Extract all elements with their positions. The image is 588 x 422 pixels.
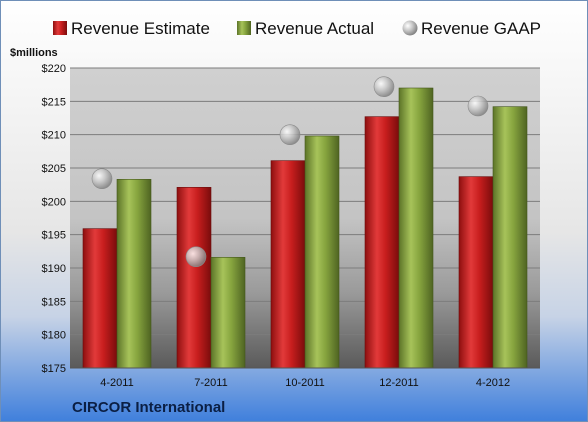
- y-tick-label: $185: [42, 296, 66, 308]
- revenue-gaap-marker: [279, 124, 301, 145]
- legend-swatch-estimate: [53, 21, 67, 35]
- y-tick-label: $205: [42, 163, 66, 175]
- x-tick-label: 7-2011: [194, 377, 227, 389]
- y-tick-label: $175: [42, 363, 66, 375]
- revenue-gaap-marker: [91, 168, 113, 189]
- revenue-actual-bar: [398, 87, 434, 369]
- x-axis-ticks: 4-2011 7-2011 10-2011 12-2011 4-2012: [100, 377, 510, 389]
- gaap-markers: [91, 76, 489, 267]
- y-tick-label: $220: [42, 63, 66, 75]
- y-tick-label: $215: [42, 96, 66, 108]
- revenue-actual-bar: [116, 179, 152, 369]
- revenue-gaap-marker: [373, 76, 395, 97]
- revenue-gaap-marker: [185, 246, 207, 267]
- revenue-actual-bar: [304, 135, 340, 369]
- revenue-estimate-bar: [458, 176, 494, 369]
- revenue-estimate-bar: [82, 228, 118, 369]
- x-tick-label: 4-2012: [476, 377, 510, 389]
- legend-item-estimate: Revenue Estimate: [53, 19, 210, 38]
- y-tick-label: $210: [42, 130, 66, 142]
- y-tick-label: $200: [42, 196, 66, 208]
- legend-marker-gaap: [402, 20, 418, 36]
- x-tick-label: 10-2011: [285, 377, 325, 389]
- y-tick-label: $190: [42, 263, 66, 275]
- revenue-actual-bar: [210, 257, 246, 369]
- revenue-estimate-bar: [364, 116, 400, 369]
- legend-label-actual: Revenue Actual: [255, 19, 374, 38]
- y-tick-label: $180: [42, 330, 66, 342]
- legend-swatch-actual: [237, 21, 251, 35]
- x-tick-label: 12-2011: [379, 377, 419, 389]
- revenue-actual-bar: [492, 106, 528, 369]
- legend-item-gaap: Revenue GAAP: [402, 19, 541, 38]
- revenue-estimate-bar: [176, 187, 212, 369]
- legend-item-actual: Revenue Actual: [237, 19, 374, 38]
- company-name: CIRCOR International: [72, 399, 225, 416]
- revenue-estimate-bar: [270, 160, 306, 369]
- bars: [82, 87, 528, 369]
- y-axis-label: $millions: [10, 47, 58, 59]
- y-tick-label: $195: [42, 230, 66, 242]
- legend-label-gaap: Revenue GAAP: [421, 19, 541, 38]
- revenue-gaap-marker: [467, 95, 489, 117]
- legend: Revenue Estimate Revenue Actual Revenue …: [53, 19, 541, 38]
- legend-label-estimate: Revenue Estimate: [71, 19, 210, 38]
- x-tick-label: 4-2011: [100, 377, 133, 389]
- y-axis-ticks: $175 $180 $185 $190 $195 $200 $205 $210 $215 $220: [42, 63, 66, 375]
